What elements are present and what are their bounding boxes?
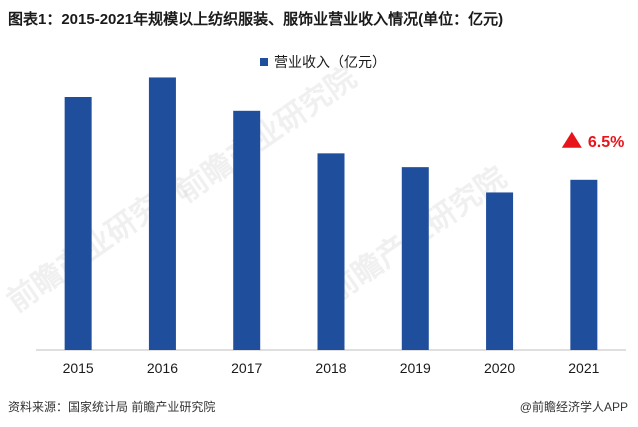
x-tick-label-2017: 2017: [231, 360, 262, 376]
up-triangle-icon: [561, 131, 582, 148]
brand-label: @前瞻经济学人APP: [519, 400, 628, 414]
annotation-label: 6.5%: [588, 134, 624, 151]
chart-title: 图表1：2015-2021年规模以上纺织服装、服饰业营业收入情况(单位：亿元): [8, 11, 504, 28]
legend: 营业收入（亿元）: [260, 52, 386, 72]
x-tick-label-2016: 2016: [147, 360, 178, 376]
source-note: 资料来源：国家统计局 前瞻产业研究院: [8, 400, 216, 414]
bar-2021: [570, 179, 598, 350]
x-tick-label-2020: 2020: [484, 360, 515, 376]
bar-2019: [401, 167, 429, 350]
bar-2018: [317, 153, 345, 350]
x-tick-label-2021: 2021: [568, 360, 599, 376]
bar-2017: [233, 110, 261, 350]
bar-2016: [148, 77, 176, 350]
x-tick-label-2018: 2018: [315, 360, 346, 376]
bar-2015: [64, 97, 92, 350]
legend-swatch: [260, 58, 268, 66]
x-tick-label-2019: 2019: [400, 360, 431, 376]
x-tick-label-2015: 2015: [63, 360, 94, 376]
bar-2020: [486, 192, 514, 350]
legend-label: 营业收入（亿元）: [274, 54, 386, 70]
